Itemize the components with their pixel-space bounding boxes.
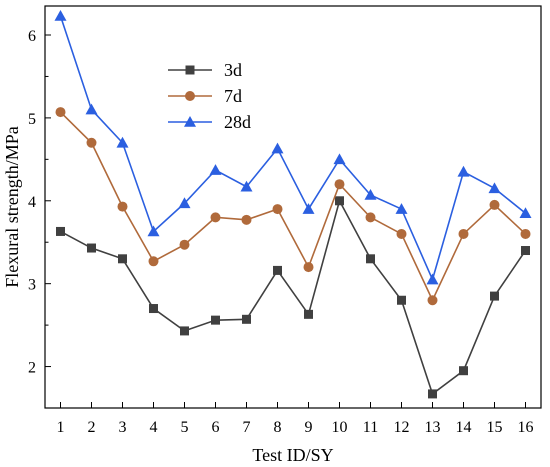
series-layer [54,9,532,399]
x-tick-label: 15 [487,419,503,436]
x-tick-label: 16 [518,419,534,436]
data-point-7d [365,212,376,223]
y-tick-label: 4 [28,194,36,211]
data-point-3d [335,196,344,206]
x-tick-label: 5 [181,419,189,436]
x-tick-label: 7 [243,419,251,436]
y-tick-label: 3 [28,277,36,294]
series-line-3d [60,198,527,396]
y-tick-label: 2 [28,360,36,377]
data-point-28d [488,182,501,194]
data-point-28d [116,136,129,148]
x-tick-label: 14 [456,419,472,436]
legend-item-7d: 7d [168,86,242,106]
data-point-3d [242,314,251,324]
data-point-3d [87,243,96,253]
x-tick-label: 3 [119,419,127,436]
data-point-7d [241,214,252,225]
legend-label: 3d [224,60,242,80]
data-point-28d [364,188,377,200]
x-axis-label: Test ID/SY [252,445,333,465]
x-tick-label: 10 [332,419,348,436]
data-point-7d [86,137,97,148]
data-point-7d [272,204,283,215]
data-point-7d [179,239,190,250]
series-3d [56,196,530,399]
data-point-28d [240,180,253,192]
data-point-7d [427,295,438,306]
x-tick-label: 11 [363,419,378,436]
legend-item-28d: 28d [168,112,251,132]
data-point-3d [118,254,127,264]
x-tick-label: 12 [394,419,410,436]
data-point-28d [178,197,191,209]
data-point-28d [147,225,160,237]
legend-item-3d: 3d [168,60,242,80]
x-tick-label: 8 [274,419,282,436]
y-tick-label: 5 [28,111,36,128]
data-point-3d [304,309,313,319]
data-point-28d [271,142,284,154]
x-tick-label: 4 [150,419,158,436]
data-point-28d [302,203,315,214]
data-point-7d [117,201,128,212]
data-point-7d [520,228,531,239]
x-tick-label: 9 [305,419,313,436]
data-point-7d [489,199,500,210]
data-point-3d [56,226,65,236]
legend-swatch-marker [185,65,195,75]
data-point-3d [521,246,530,256]
x-tick-label: 13 [425,419,441,436]
series-28d [54,9,532,285]
data-point-28d [519,207,532,219]
data-point-7d [334,179,345,190]
data-point-3d [149,304,158,314]
legend-swatch-marker [184,116,196,127]
y-tick-label: 6 [28,28,36,45]
data-point-28d [395,203,408,214]
x-tick-label: 1 [57,419,65,436]
data-point-28d [457,165,470,177]
legend: 3d 7d 28d [168,60,251,132]
y-axis-label: Flexural strength/MPa [2,126,22,287]
series-7d [55,107,531,306]
x-tick-label: 6 [212,419,220,436]
data-point-28d [85,103,98,115]
legend-label: 7d [224,86,242,106]
plot-frame [44,5,542,409]
series-line-28d [59,15,527,282]
data-point-3d [459,366,468,376]
series-line-7d [59,111,527,303]
data-point-7d [148,256,159,267]
x-tick-label: 2 [88,419,96,436]
data-point-28d [209,164,222,175]
data-point-7d [210,212,221,223]
legend-swatch-marker [185,91,195,101]
data-point-7d [458,228,469,239]
data-point-3d [428,389,437,399]
data-point-3d [366,254,375,264]
data-point-7d [396,228,407,239]
legend-label: 28d [224,112,251,132]
data-point-7d [55,107,66,118]
data-point-3d [211,315,220,325]
data-point-3d [180,326,189,336]
data-point-3d [273,265,282,275]
data-point-28d [333,153,346,165]
data-point-3d [490,291,499,301]
data-point-7d [303,262,314,273]
data-point-28d [54,9,67,21]
data-point-28d [426,273,439,285]
data-point-3d [397,295,406,305]
